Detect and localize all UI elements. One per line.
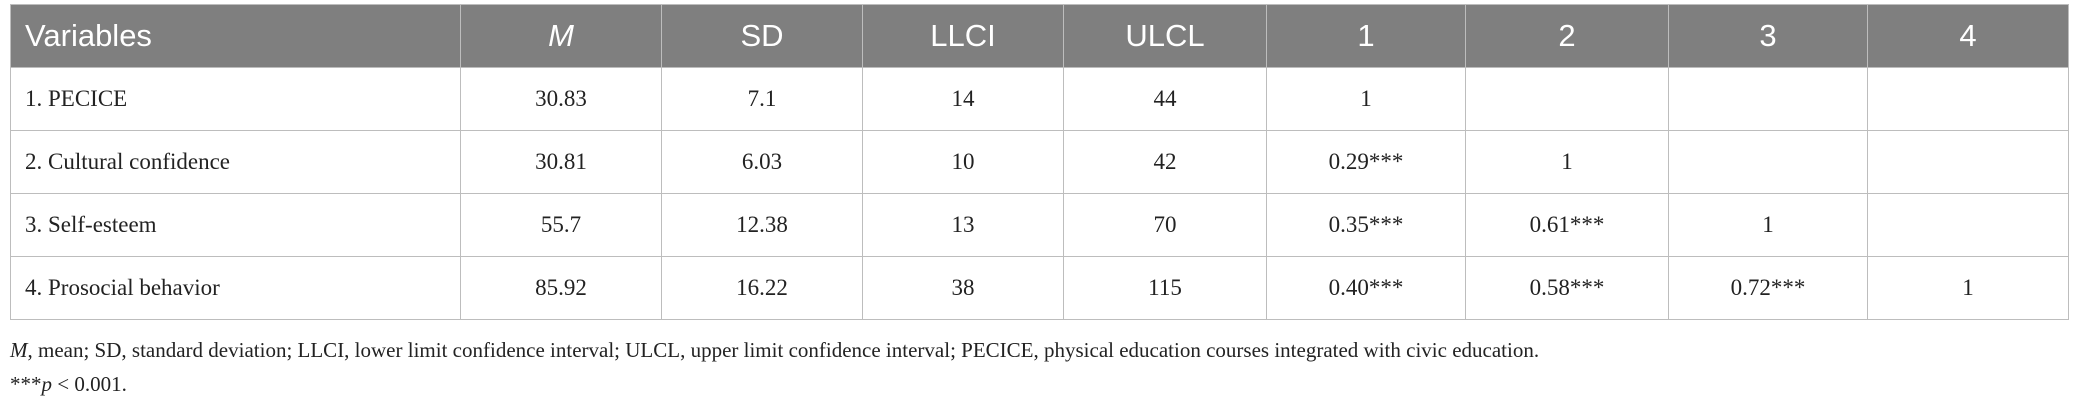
cell: 6.03 — [661, 130, 863, 194]
cell: 55.7 — [460, 193, 662, 257]
empty-cell — [1867, 193, 2069, 257]
row-label: 4. Prosocial behavior — [10, 256, 461, 320]
footnote: M, mean; SD, standard deviation; LLCI, l… — [10, 338, 1539, 363]
header-row: Variables M SD LLCI ULCL 1 2 3 4 — [10, 4, 2069, 68]
cell: 115 — [1063, 256, 1267, 320]
column-header: 4 — [1867, 4, 2069, 68]
row-label: 3. Self-esteem — [10, 193, 461, 257]
empty-cell — [1668, 67, 1868, 131]
cell: 13 — [862, 193, 1064, 257]
column-header: SD — [661, 4, 863, 68]
table-row: 3. Self-esteem 55.7 12.38 13 70 0.35*** 0.61**… — [10, 193, 2069, 257]
column-header: 1 — [1266, 4, 1466, 68]
data-table: Variables M SD LLCI ULCL 1 2 3 4 1. PECICE 30.83 7… — [10, 4, 2069, 320]
cell: 0.58*** — [1465, 256, 1669, 320]
empty-cell — [1668, 130, 1868, 194]
cell: 85.92 — [460, 256, 662, 320]
cell: 12.38 — [661, 193, 863, 257]
column-header: ULCL — [1063, 4, 1267, 68]
cell: 38 — [862, 256, 1064, 320]
cell: 1 — [1867, 256, 2069, 320]
cell: 16.22 — [661, 256, 863, 320]
empty-cell — [1867, 130, 2069, 194]
note-text: < 0.001. — [52, 372, 127, 396]
cell: 44 — [1063, 67, 1267, 131]
column-header: Variables — [10, 4, 461, 68]
empty-cell — [1465, 67, 1669, 131]
table-row: 2. Cultural confidence 30.81 6.03 10 42 0.29*… — [10, 130, 2069, 194]
row-label: 2. Cultural confidence — [10, 130, 461, 194]
table-row: 4. Prosocial behavior 85.92 16.22 38 115 0.40… — [10, 256, 2069, 320]
note-text: , mean; SD, standard deviation; LLCI, lo… — [27, 338, 1540, 362]
footnote: ***p < 0.001. — [10, 372, 127, 397]
table-body: 1. PECICE 30.83 7.1 14 44 1 2. Cultural confid… — [10, 67, 2069, 320]
cell: 0.29*** — [1266, 130, 1466, 194]
cell: 1 — [1465, 130, 1669, 194]
cell: 10 — [862, 130, 1064, 194]
empty-cell — [1867, 67, 2069, 131]
cell: 0.72*** — [1668, 256, 1868, 320]
column-header: 2 — [1465, 4, 1669, 68]
table-row: 1. PECICE 30.83 7.1 14 44 1 — [10, 67, 2069, 131]
cell: 7.1 — [661, 67, 863, 131]
column-header: 3 — [1668, 4, 1868, 68]
cell: 1 — [1668, 193, 1868, 257]
cell: 0.40*** — [1266, 256, 1466, 320]
cell: 0.61*** — [1465, 193, 1669, 257]
cell: 1 — [1266, 67, 1466, 131]
cell: 30.83 — [460, 67, 662, 131]
cell: 14 — [862, 67, 1064, 131]
cell: 70 — [1063, 193, 1267, 257]
note-italic: p — [41, 372, 53, 396]
note-italic: M — [10, 338, 28, 362]
row-label: 1. PECICE — [10, 67, 461, 131]
cell: 0.35*** — [1266, 193, 1466, 257]
note-prefix: *** — [10, 372, 42, 396]
column-header: LLCI — [862, 4, 1064, 68]
column-header: M — [460, 4, 662, 68]
cell: 42 — [1063, 130, 1267, 194]
cell: 30.81 — [460, 130, 662, 194]
